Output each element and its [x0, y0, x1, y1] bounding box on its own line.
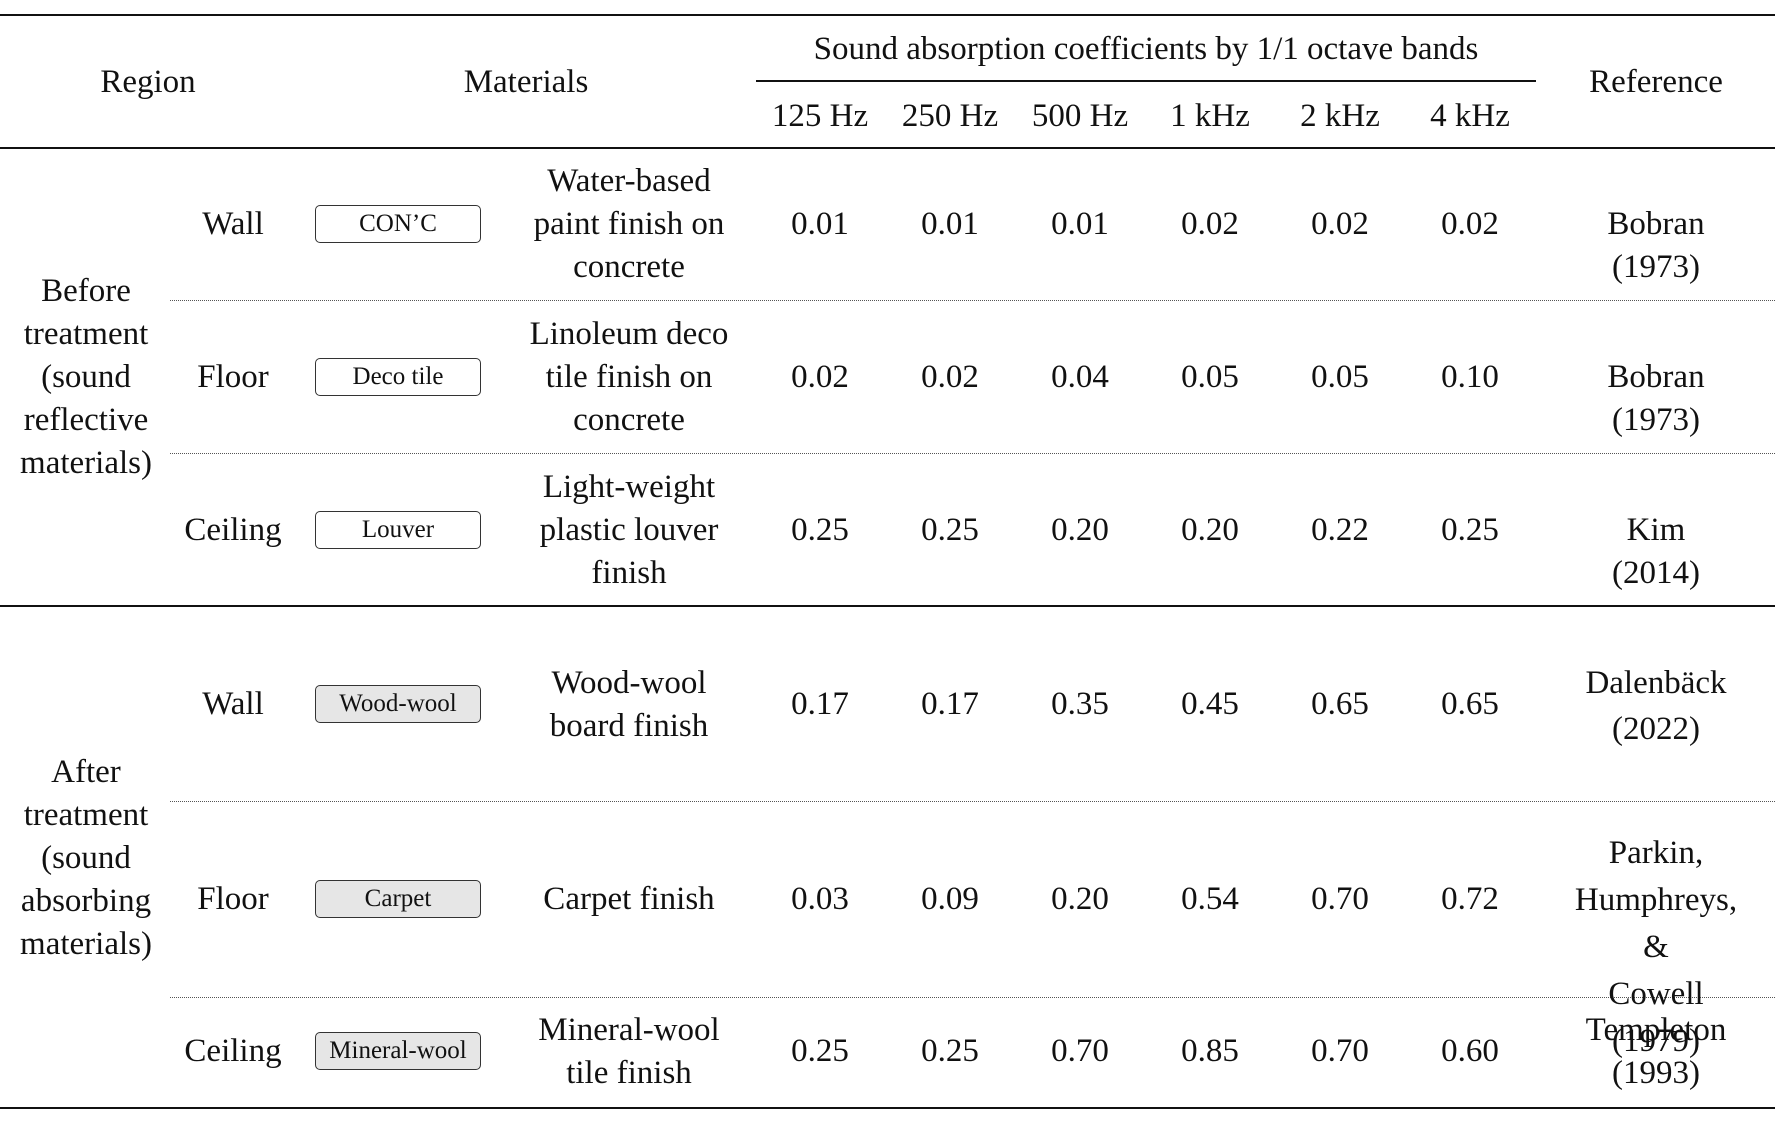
coefficient-value: 0.25 [791, 1033, 849, 1069]
header-band-group: Sound absorption coefficients by 1/1 oct… [813, 31, 1479, 67]
group-header-rule [756, 80, 1536, 82]
surface-label: Wall [202, 206, 264, 242]
surface-label: Ceiling [184, 512, 282, 548]
material-description: Carpet finish [543, 881, 715, 917]
section-divider-rule [0, 605, 1775, 607]
coefficient-value: 0.60 [1441, 1033, 1499, 1069]
bottom-rule [0, 1107, 1775, 1109]
coefficient-value: 0.02 [1311, 206, 1369, 242]
coefficient-value: 0.70 [1311, 1033, 1369, 1069]
coefficient-value: 0.02 [791, 359, 849, 395]
material-tag: Carpet [315, 880, 481, 918]
surface-label: Ceiling [184, 1033, 282, 1069]
reference-cell: Kim (2014) [1612, 512, 1700, 591]
header-band: 250 Hz [901, 98, 999, 134]
reference-cell: Bobran (1973) [1607, 206, 1705, 285]
material-tag: Deco tile [315, 358, 481, 396]
header-reference: Reference [1589, 64, 1723, 100]
header-bottom-rule [0, 147, 1775, 149]
material-tag: Mineral-wool [315, 1032, 481, 1070]
coefficient-value: 0.65 [1311, 686, 1369, 722]
coefficient-value: 0.01 [1051, 206, 1109, 242]
region-label: After treatment (sound absorbing materia… [20, 754, 152, 962]
row-divider [170, 300, 1775, 301]
material-tag: CON’C [315, 205, 481, 243]
reference-cell: Parkin, Humphreys, & Cowell (1979) [1574, 835, 1738, 1059]
coefficient-value: 0.09 [921, 881, 979, 917]
coefficient-value: 0.25 [921, 512, 979, 548]
coefficient-value: 0.03 [791, 881, 849, 917]
coefficient-value: 0.04 [1051, 359, 1109, 395]
header-region: Region [100, 64, 196, 100]
coefficient-value: 0.20 [1181, 512, 1239, 548]
coefficient-value: 0.05 [1181, 359, 1239, 395]
surface-label: Wall [202, 686, 264, 722]
material-tag: Louver [315, 511, 481, 549]
coefficient-value: 0.02 [1441, 206, 1499, 242]
coefficient-value: 0.01 [921, 206, 979, 242]
material-description: Light-weight plastic louver finish [539, 469, 719, 591]
material-tag: Wood-wool [315, 685, 481, 723]
header-band: 500 Hz [1031, 98, 1129, 134]
coefficient-value: 0.20 [1051, 512, 1109, 548]
row-divider [170, 997, 1775, 998]
row-divider [170, 801, 1775, 802]
coefficient-value: 0.25 [791, 512, 849, 548]
coefficient-value: 0.25 [921, 1033, 979, 1069]
header-materials: Materials [463, 64, 589, 100]
material-description: Mineral-wool tile finish [538, 1012, 720, 1091]
coefficient-value: 0.65 [1441, 686, 1499, 722]
coefficient-value: 0.10 [1441, 359, 1499, 395]
coefficient-value: 0.17 [921, 686, 979, 722]
coefficient-value: 0.02 [921, 359, 979, 395]
coefficient-value: 0.70 [1051, 1033, 1109, 1069]
coefficient-value: 0.17 [791, 686, 849, 722]
coefficient-value: 0.02 [1181, 206, 1239, 242]
coefficient-value: 0.35 [1051, 686, 1109, 722]
coefficient-value: 0.25 [1441, 512, 1499, 548]
reference-cell: Bobran (1973) [1607, 359, 1705, 438]
coefficient-value: 0.54 [1181, 881, 1239, 917]
coefficient-value: 0.45 [1181, 686, 1239, 722]
surface-label: Floor [197, 881, 269, 917]
header-band: 2 kHz [1300, 98, 1380, 134]
header-band: 4 kHz [1430, 98, 1510, 134]
coefficient-value: 0.22 [1311, 512, 1369, 548]
top-rule [0, 14, 1775, 16]
region-label: Before treatment (sound reflective mater… [20, 273, 152, 481]
coefficient-value: 0.01 [791, 206, 849, 242]
coefficient-value: 0.72 [1441, 881, 1499, 917]
coefficient-value: 0.85 [1181, 1033, 1239, 1069]
coefficient-value: 0.05 [1311, 359, 1369, 395]
reference-cell: Templeton (1993) [1585, 1012, 1727, 1091]
material-description: Linoleum deco tile finish on concrete [529, 316, 729, 438]
row-divider [170, 453, 1775, 454]
surface-label: Floor [197, 359, 269, 395]
coefficient-value: 0.70 [1311, 881, 1369, 917]
header-band: 1 kHz [1170, 98, 1250, 134]
reference-cell: Dalenbäck (2022) [1585, 665, 1727, 747]
material-description: Wood-wool board finish [549, 665, 709, 744]
material-description: Water-based paint finish on concrete [533, 163, 725, 285]
coefficient-value: 0.20 [1051, 881, 1109, 917]
header-band: 125 Hz [771, 98, 869, 134]
